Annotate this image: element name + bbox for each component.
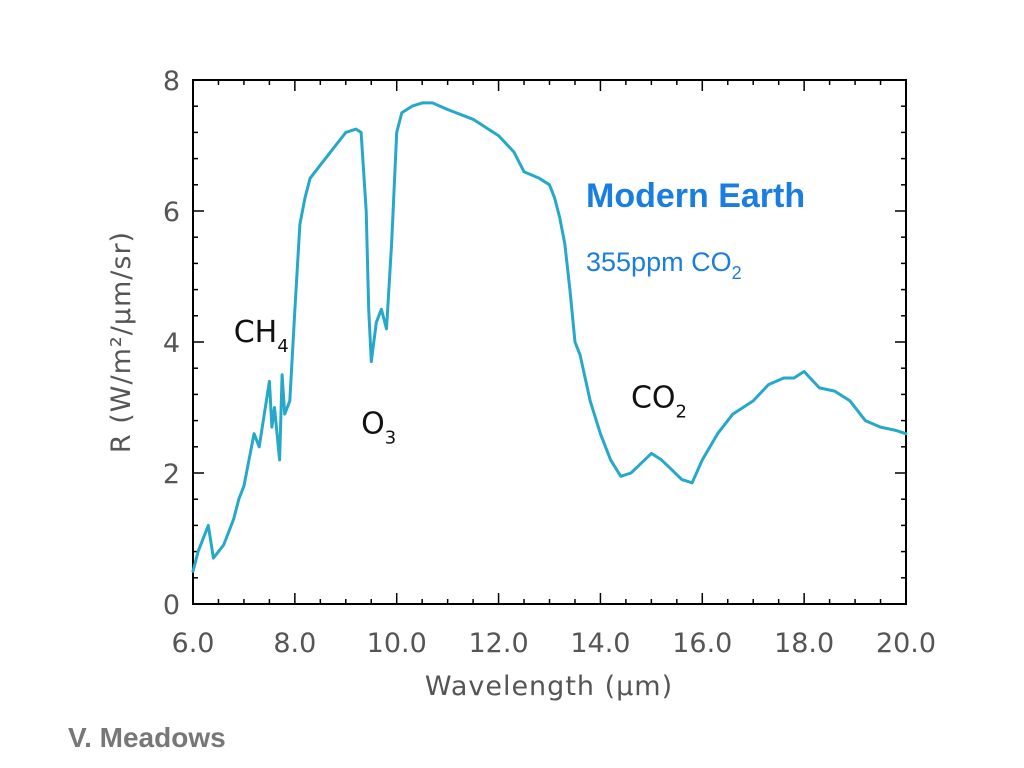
legend-subtitle-sub: 2 [732,263,742,283]
credit-text: V. Meadows [68,722,226,753]
band-label-subscript: 3 [385,428,396,449]
band-label-subscript: 2 [676,402,687,423]
band-label-main: O [361,407,385,442]
band-label-subscript: 4 [277,336,288,357]
axes [192,79,907,605]
y-tick-label: 6 [163,197,180,228]
series [191,101,908,573]
x-tick-label: 16.0 [672,628,732,659]
y-tick-label: 0 [163,590,180,621]
plot-frame [192,79,907,605]
legend-subtitle-main: 355ppm CO [586,247,732,277]
y-tick-label: 2 [163,459,180,490]
x-axis-label: Wavelength (μm) [425,671,673,702]
x-tick-label: 18.0 [774,628,834,659]
y-axis-label: R (W/m²/μm/sr) [106,231,137,453]
spectrum-line [191,101,908,573]
x-tick-label: 20.0 [876,628,936,659]
x-tick-label: 8.0 [273,628,316,659]
x-tick-label: 12.0 [469,628,529,659]
legend-title: Modern Earth [586,177,805,215]
legend-subtitle: 355ppm CO2 [586,247,742,283]
band-label-main: CH [234,315,278,350]
x-tick-label: 6.0 [172,628,215,659]
ticks: 6.0 8.0 10.0 12.0 14.0 16.0 18.0 20.0 0 2 4 6 8 [163,66,936,659]
band-annotations: CH4 O3 CO2 [234,315,687,449]
band-label: CO2 [631,381,687,423]
band-label: CH4 [234,315,289,357]
x-tick-label: 14.0 [570,628,630,659]
band-label-main: CO [631,381,676,416]
x-tick-label: 10.0 [367,628,427,659]
y-tick-label: 8 [163,66,180,97]
band-label: O3 [361,407,396,449]
y-tick-label: 4 [163,328,180,359]
